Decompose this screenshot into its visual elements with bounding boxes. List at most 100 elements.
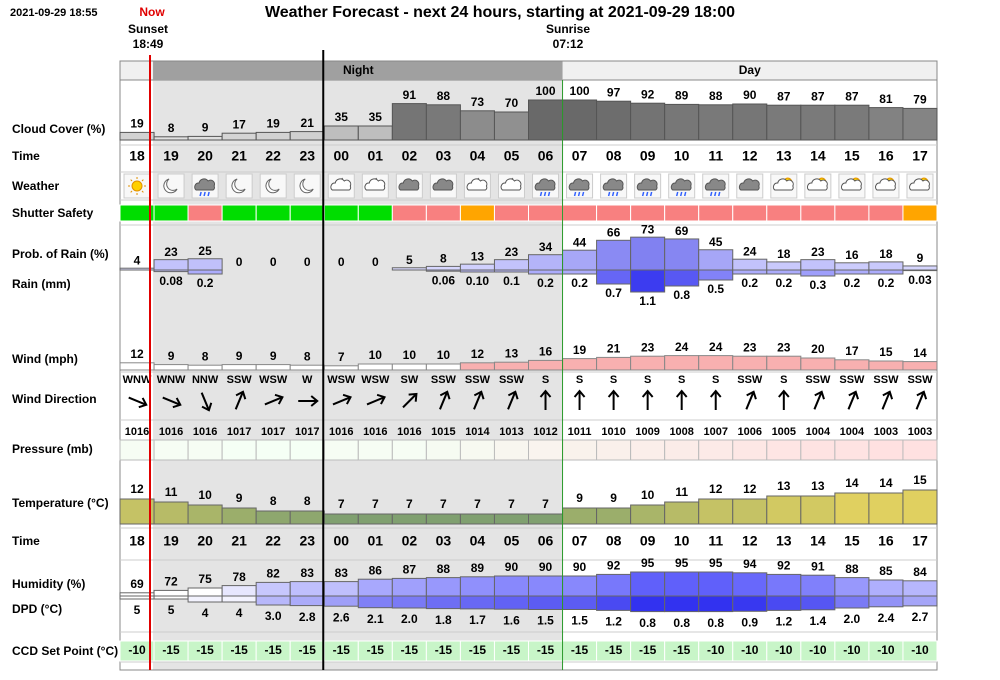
pressure-cell xyxy=(391,439,427,461)
cloud-bar xyxy=(664,103,700,141)
rain-prob-bar xyxy=(800,259,836,271)
label: 8 xyxy=(270,494,277,508)
label: S xyxy=(542,374,549,386)
label: 0.3 xyxy=(810,278,827,292)
label: Weather Forecast - next 24 hours, starti… xyxy=(265,4,735,21)
arrow-head xyxy=(507,390,519,400)
label: 8 xyxy=(304,494,311,508)
label: 8 xyxy=(168,121,175,135)
label: 07 xyxy=(572,148,588,164)
label: 2.8 xyxy=(299,610,316,624)
temperature-bar xyxy=(664,501,700,525)
arrow-shaft xyxy=(915,392,925,410)
wind-bar xyxy=(596,356,632,371)
label: 1009 xyxy=(635,426,659,438)
arrow-head xyxy=(709,389,722,398)
temperature-bar xyxy=(800,495,836,525)
label: 73 xyxy=(641,222,655,236)
humidity-bar xyxy=(732,572,768,597)
cloud xyxy=(704,178,726,191)
raindrop xyxy=(577,191,581,197)
cloud xyxy=(738,178,760,191)
arrow-head xyxy=(814,390,825,400)
shutter-cell xyxy=(596,204,632,222)
raindrop xyxy=(543,191,547,197)
dpd-bar xyxy=(391,595,427,609)
label: 18:49 xyxy=(133,37,164,51)
raindrop xyxy=(714,191,717,197)
label: 07 xyxy=(572,533,588,549)
cloud xyxy=(194,178,216,191)
wind-bar xyxy=(459,362,495,371)
label: 5 xyxy=(406,253,413,267)
label: 23 xyxy=(811,245,825,259)
label: 91 xyxy=(403,88,417,102)
label: 1016 xyxy=(193,426,217,438)
pressure-cell xyxy=(562,439,598,461)
label: DPD (°C) xyxy=(12,602,62,616)
label: SSW xyxy=(499,374,525,386)
label: 100 xyxy=(536,84,556,98)
arrow-head xyxy=(882,390,894,400)
humidity-bar xyxy=(357,578,393,597)
label: W xyxy=(302,374,313,386)
label: SSW xyxy=(839,374,865,386)
label: 73 xyxy=(471,95,485,109)
label: 17 xyxy=(232,117,246,131)
label: 10 xyxy=(641,488,655,502)
arrow-head xyxy=(641,389,654,398)
cloud-bar xyxy=(868,107,904,141)
pressure-cell xyxy=(459,439,495,461)
dpd-bar xyxy=(528,595,564,610)
label: 17 xyxy=(912,148,928,164)
label: 1.6 xyxy=(503,613,520,627)
label: 88 xyxy=(709,89,723,103)
weather-icon xyxy=(361,173,389,199)
humidity-bar xyxy=(289,581,325,597)
cloud xyxy=(466,178,488,191)
label: 7 xyxy=(440,497,447,511)
raindrop xyxy=(649,191,653,197)
rain-prob-bar xyxy=(630,236,666,271)
label: SSW xyxy=(805,374,831,386)
label: 1013 xyxy=(499,426,523,438)
label: -15 xyxy=(333,643,351,657)
label: 1.2 xyxy=(605,615,622,629)
label: 13 xyxy=(471,249,485,263)
weather-icon xyxy=(157,173,185,199)
label: 9 xyxy=(236,491,243,505)
label: 0.8 xyxy=(673,616,690,630)
label: 23 xyxy=(743,340,757,354)
label: -15 xyxy=(571,643,589,657)
rain-bar xyxy=(868,269,904,275)
label: 7 xyxy=(474,497,481,511)
label: WNW xyxy=(123,374,152,386)
label: NNW xyxy=(192,374,219,386)
rain-prob-bar xyxy=(119,267,155,271)
rain-bar xyxy=(698,269,734,281)
label: Now xyxy=(139,5,165,19)
label: S xyxy=(644,374,651,386)
label: 19 xyxy=(267,117,281,131)
label: 70 xyxy=(505,96,519,110)
label: 01 xyxy=(368,148,384,164)
rain-prob-bar xyxy=(834,262,870,271)
raindrop xyxy=(199,191,202,197)
label: 95 xyxy=(675,556,689,570)
label: -10 xyxy=(128,643,146,657)
wind-bar xyxy=(323,365,359,371)
rain-prob-bar xyxy=(528,254,564,271)
label: Time xyxy=(12,149,40,163)
cloud xyxy=(841,178,862,191)
dpd-bar xyxy=(459,595,495,610)
dpd-bar xyxy=(119,595,155,600)
label: 9 xyxy=(270,349,277,363)
label: 16 xyxy=(878,148,894,164)
temperature-bar xyxy=(459,513,495,525)
label: 1.1 xyxy=(639,294,656,308)
humidity-bar xyxy=(391,577,427,597)
label: -10 xyxy=(775,643,793,657)
label: 7 xyxy=(542,497,549,511)
arrow-head xyxy=(778,389,790,398)
label: 1003 xyxy=(874,426,898,438)
